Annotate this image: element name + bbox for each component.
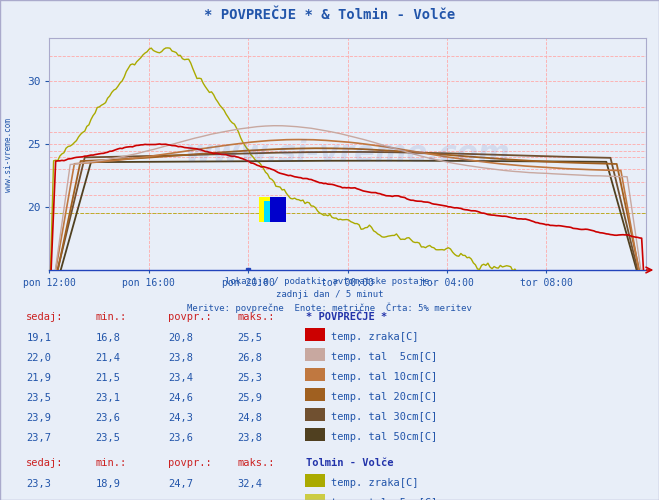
- Text: temp. zraka[C]: temp. zraka[C]: [331, 332, 419, 342]
- Text: -nan: -nan: [168, 498, 193, 500]
- Bar: [270, 197, 285, 222]
- Text: maks.:: maks.:: [237, 312, 275, 322]
- Text: 16,8: 16,8: [96, 332, 121, 342]
- Text: 23,5: 23,5: [96, 432, 121, 442]
- Text: 18,9: 18,9: [96, 478, 121, 488]
- Text: 23,8: 23,8: [237, 432, 262, 442]
- Text: -nan: -nan: [26, 498, 51, 500]
- Text: 20,8: 20,8: [168, 332, 193, 342]
- Text: 24,7: 24,7: [168, 478, 193, 488]
- Text: temp. tal  5cm[C]: temp. tal 5cm[C]: [331, 352, 438, 362]
- Text: 25,9: 25,9: [237, 392, 262, 402]
- Text: lokacija / podatki: avtomatske postaje.: lokacija / podatki: avtomatske postaje.: [225, 278, 434, 286]
- Text: Meritve: povprečne  Enote: metrične  Črta: 5% meritev: Meritve: povprečne Enote: metrične Črta:…: [187, 302, 472, 313]
- Text: min.:: min.:: [96, 312, 127, 322]
- Text: www.si-vreme.com: www.si-vreme.com: [185, 139, 511, 168]
- Text: 21,5: 21,5: [96, 372, 121, 382]
- Text: temp. tal 20cm[C]: temp. tal 20cm[C]: [331, 392, 438, 402]
- Text: temp. tal  5cm[C]: temp. tal 5cm[C]: [331, 498, 438, 500]
- Text: temp. zraka[C]: temp. zraka[C]: [331, 478, 419, 488]
- Text: temp. tal 50cm[C]: temp. tal 50cm[C]: [331, 432, 438, 442]
- Text: povpr.:: povpr.:: [168, 458, 212, 468]
- Text: * POVPREČJE * & Tolmin - Volče: * POVPREČJE * & Tolmin - Volče: [204, 8, 455, 22]
- Text: Tolmin - Volče: Tolmin - Volče: [306, 458, 394, 468]
- Bar: [264, 201, 280, 222]
- Text: 23,7: 23,7: [26, 432, 51, 442]
- Text: sedaj:: sedaj:: [26, 458, 64, 468]
- Text: 23,6: 23,6: [96, 412, 121, 422]
- Text: 24,8: 24,8: [237, 412, 262, 422]
- Text: www.si-vreme.com: www.si-vreme.com: [4, 118, 13, 192]
- Text: 23,4: 23,4: [168, 372, 193, 382]
- Text: temp. tal 10cm[C]: temp. tal 10cm[C]: [331, 372, 438, 382]
- Text: 25,5: 25,5: [237, 332, 262, 342]
- Text: 23,3: 23,3: [26, 478, 51, 488]
- Text: 21,4: 21,4: [96, 352, 121, 362]
- Text: temp. tal 30cm[C]: temp. tal 30cm[C]: [331, 412, 438, 422]
- Text: 32,4: 32,4: [237, 478, 262, 488]
- Text: 21,9: 21,9: [26, 372, 51, 382]
- Text: * POVPREČJE *: * POVPREČJE *: [306, 312, 387, 322]
- Text: 24,6: 24,6: [168, 392, 193, 402]
- Text: 23,6: 23,6: [168, 432, 193, 442]
- Text: 24,3: 24,3: [168, 412, 193, 422]
- Text: 25,3: 25,3: [237, 372, 262, 382]
- Text: -nan: -nan: [96, 498, 121, 500]
- Text: min.:: min.:: [96, 458, 127, 468]
- Text: zadnji dan / 5 minut: zadnji dan / 5 minut: [275, 290, 384, 299]
- Text: maks.:: maks.:: [237, 458, 275, 468]
- Text: 23,8: 23,8: [168, 352, 193, 362]
- Text: 22,0: 22,0: [26, 352, 51, 362]
- Text: 19,1: 19,1: [26, 332, 51, 342]
- Text: 23,5: 23,5: [26, 392, 51, 402]
- Text: sedaj:: sedaj:: [26, 312, 64, 322]
- Text: 23,9: 23,9: [26, 412, 51, 422]
- Text: 23,1: 23,1: [96, 392, 121, 402]
- Bar: [258, 197, 275, 222]
- Text: povpr.:: povpr.:: [168, 312, 212, 322]
- Text: -nan: -nan: [237, 498, 262, 500]
- Text: 26,8: 26,8: [237, 352, 262, 362]
